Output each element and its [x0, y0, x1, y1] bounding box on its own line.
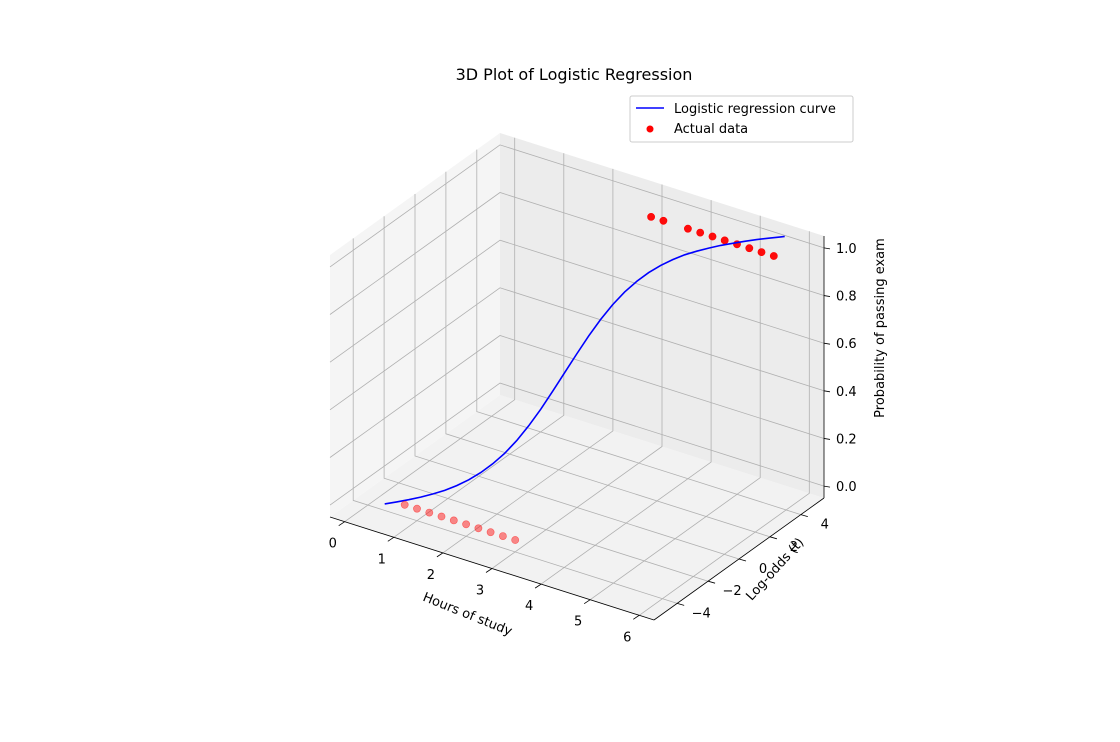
z-tick-label: 0.0 — [836, 480, 857, 495]
data-point — [511, 536, 520, 544]
grid-line-y — [414, 194, 740, 560]
z-tick-label: 0.2 — [836, 432, 857, 447]
z-tick — [823, 247, 831, 250]
data-point — [696, 228, 705, 237]
chart-title: 3D Plot of Logistic Regression — [456, 65, 693, 84]
grid-line-z — [329, 192, 825, 315]
x-tick-label: 5 — [574, 615, 582, 630]
legend-frame — [629, 95, 854, 143]
grid-line-x — [540, 200, 712, 585]
grid-line-y — [445, 171, 771, 538]
legend: Logistic regression curve Actual data — [629, 95, 854, 143]
data-point — [647, 212, 655, 221]
legend-marker-swatch — [646, 125, 654, 133]
regression-curve — [384, 235, 785, 505]
grid-line-x — [491, 184, 663, 569]
data-point — [449, 516, 458, 525]
data-point — [425, 508, 434, 517]
data-point — [684, 224, 692, 233]
x-tick — [485, 568, 493, 573]
front-data-points — [400, 500, 520, 544]
z-tick-label: 0.4 — [836, 385, 857, 400]
y-tick — [738, 558, 747, 562]
x-tick — [583, 599, 591, 605]
grid-line-x — [442, 168, 614, 554]
data-point — [498, 532, 507, 540]
grid-line-z — [329, 144, 825, 268]
legend-entry-curve: Logistic regression curve — [674, 102, 836, 117]
z-tick — [823, 390, 831, 393]
grid-line-y — [476, 149, 801, 515]
data-point — [769, 252, 778, 260]
legend-entry-data: Actual data — [674, 122, 748, 137]
z-tick — [823, 342, 831, 345]
grid-line-x — [589, 215, 761, 601]
data-point — [400, 500, 409, 509]
grid-lines — [329, 137, 825, 616]
x-tick-label: 1 — [378, 552, 386, 567]
grid-line-z — [329, 335, 825, 458]
data-point — [708, 232, 717, 241]
x-tick — [436, 552, 444, 558]
grid-line-x — [344, 137, 516, 523]
z-axis-label: Probability of passing exam — [873, 238, 888, 418]
z-tick-label: 0.6 — [836, 337, 857, 352]
data-point — [437, 512, 446, 521]
data-point — [474, 524, 483, 533]
data-point — [462, 520, 470, 529]
z-tick — [823, 438, 831, 440]
z-tick-label: 0.8 — [836, 290, 857, 305]
x-tick-label: 3 — [476, 584, 484, 599]
grid-line-y — [352, 238, 678, 604]
y-tick-label: 4 — [821, 518, 829, 533]
y-tick-label: −2 — [723, 584, 742, 599]
y-tick — [800, 514, 808, 518]
data-point — [757, 248, 766, 256]
data-point — [720, 236, 729, 245]
grid-line-x — [393, 153, 565, 538]
x-tick-label: 0 — [329, 537, 337, 552]
x-tick-label: 6 — [623, 630, 631, 645]
x-tick — [534, 583, 542, 589]
axes-panes — [330, 133, 824, 620]
x-tick — [633, 614, 640, 620]
data-point — [486, 528, 495, 537]
y-tick — [769, 536, 778, 540]
grid-line-z — [329, 287, 825, 411]
x-tick-label: 4 — [525, 599, 533, 614]
grid-line-z — [329, 239, 825, 363]
tick-marks: 0 1 2 3 4 5 6 −4 −2 0 2 4 0.0 0.2 0.4 0.6 0.8 1.0 — [329, 242, 857, 645]
y-tick-label: 2 — [790, 540, 798, 555]
y-tick — [677, 602, 685, 606]
data-point — [659, 216, 668, 225]
x-tick-label: 2 — [427, 568, 435, 583]
curve-layer — [384, 235, 785, 505]
grid-line-x — [639, 231, 810, 616]
x-tick — [338, 521, 345, 527]
data-point — [745, 244, 754, 253]
x-tick — [387, 536, 395, 542]
back-data-points — [647, 212, 778, 260]
data-point — [413, 504, 421, 513]
x-axis-label: Hours of study — [420, 590, 514, 640]
z-tick-label: 1.0 — [836, 242, 857, 257]
z-tick — [823, 295, 831, 297]
z-tick — [823, 485, 831, 488]
grid-line-y — [383, 216, 709, 582]
grid-line-z — [329, 382, 825, 506]
y-tick-label: −4 — [692, 606, 711, 621]
y-tick — [707, 580, 716, 584]
y-tick-label: 0 — [759, 562, 767, 577]
